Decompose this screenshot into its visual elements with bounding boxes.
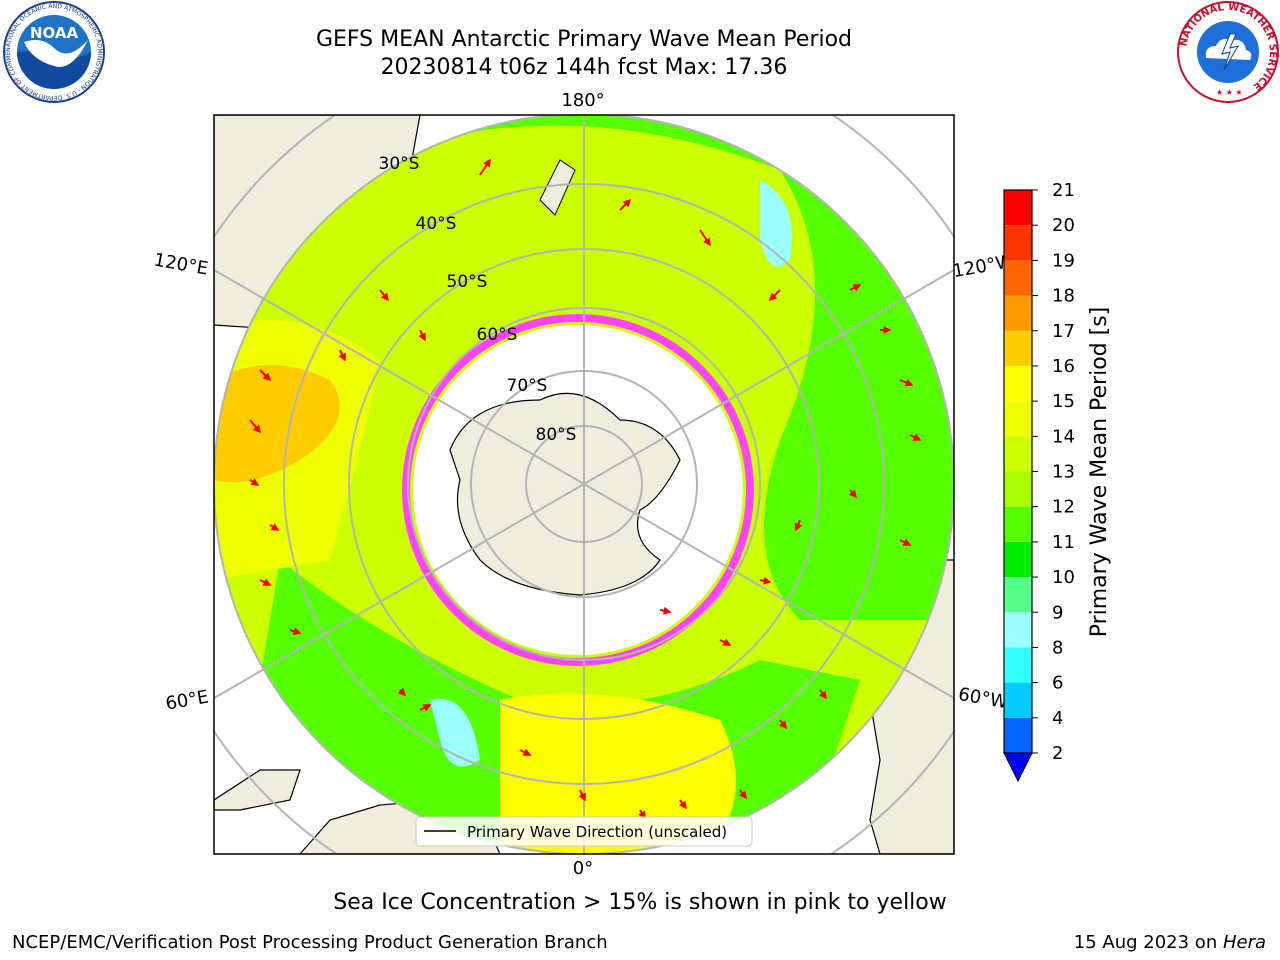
period-band-cyan-pacific	[760, 180, 792, 267]
colorbar-tick-label: 9	[1052, 602, 1063, 623]
footer-credit: NCEP/EMC/Verification Post Processing Pr…	[12, 932, 608, 953]
colorbar-segment	[1004, 260, 1032, 296]
colorbar-tick-label: 10	[1052, 567, 1075, 588]
lon-label-180: 180°	[561, 90, 604, 111]
period-band-cyan-south	[430, 698, 480, 767]
colorbar-tick-label: 6	[1052, 673, 1063, 694]
footer-date: 15 Aug 2023 on Hera	[1074, 932, 1266, 953]
meridian-60e	[214, 483, 585, 700]
colorbar-tick-label: 18	[1052, 286, 1075, 307]
colorbar-segment	[1004, 647, 1032, 683]
colorbar-tick-label: 8	[1052, 637, 1063, 658]
nws-logo: NATIONAL WEATHER SERVICE ★ ★ ★	[1177, 1, 1279, 103]
colorbar-tick-label: 21	[1052, 180, 1075, 201]
colorbar-tick-label: 13	[1052, 462, 1075, 483]
colorbar-segment	[1004, 436, 1032, 472]
meridian-60w	[583, 483, 954, 700]
colorbar-segment	[1004, 577, 1032, 613]
colorbar-segment	[1004, 225, 1032, 261]
colorbar-tick-label: 14	[1052, 426, 1075, 447]
colorbar-segment	[1004, 471, 1032, 507]
colorbar-label: Primary Wave Mean Period [s]	[1087, 307, 1112, 638]
africa-land	[214, 769, 301, 811]
colorbar-segment	[1004, 612, 1032, 648]
colorbar: 2 4 6 8 9 10 11 12 13 14 15 16 17 18 19 20 21 Primary Wa…	[1003, 180, 1112, 783]
colorbar-tick-label: 15	[1052, 391, 1075, 412]
chart-title-line2: 20230814 t06z 144h fcst Max: 17.36	[380, 55, 788, 80]
footer-host: Hera	[1222, 932, 1266, 953]
lon-label-120e: 120°E	[152, 249, 210, 279]
footer-date-text: 15 Aug 2023 on	[1073, 932, 1223, 953]
lon-label-0: 0°	[573, 858, 593, 879]
colorbar-segment	[1004, 295, 1032, 331]
map-frame	[213, 114, 955, 855]
colorbar-tick-label: 12	[1052, 497, 1075, 518]
new-zealand-land	[539, 159, 576, 216]
lat-label-50s: 50°S	[447, 272, 488, 292]
lat-label-40s: 40°S	[416, 214, 457, 234]
meridian-120w	[583, 268, 954, 485]
colorbar-segment	[1004, 401, 1032, 437]
colorbar-tick-label: 4	[1052, 708, 1063, 729]
colorbar-tick-label: 2	[1052, 743, 1063, 764]
legend-label: Primary Wave Direction (unscaled)	[467, 823, 727, 841]
chart-title-line1: GEFS MEAN Antarctic Primary Wave Mean Pe…	[315, 27, 853, 52]
lat-label-70s: 70°S	[507, 376, 548, 396]
lon-label-60e: 60°E	[164, 686, 210, 714]
noaa-logo: NATIONAL OCEANIC AND ATMOSPHERIC ADMINIS…	[2, 0, 105, 103]
sea-ice-edge	[402, 314, 754, 666]
sea-ice-caption: Sea Ice Concentration > 15% is shown in …	[333, 890, 947, 915]
colorbar-segment	[1004, 506, 1032, 542]
colorbar-segment	[1004, 717, 1032, 753]
period-band-orange-west	[214, 365, 340, 483]
period-band-green-pacific	[430, 114, 954, 620]
colorbar-tick-label: 17	[1052, 321, 1075, 342]
colorbar-extend-arrow	[1003, 752, 1033, 783]
meridian-120e	[214, 268, 585, 485]
colorbar-segment	[1004, 365, 1032, 402]
map-legend: Primary Wave Direction (unscaled)	[415, 816, 753, 847]
lat-label-80s: 80°S	[536, 425, 577, 445]
wave-direction-arrows	[249, 158, 922, 820]
graticule	[214, 115, 954, 854]
colorbar-segment	[1004, 190, 1032, 226]
colorbar-tick-label: 11	[1052, 532, 1075, 553]
colorbar-segment	[1004, 330, 1032, 366]
colorbar-tick-label: 16	[1052, 356, 1075, 377]
colorbar-segment	[1004, 682, 1032, 718]
colorbar-tick-label: 20	[1052, 215, 1075, 236]
noaa-logo-text: NOAA	[30, 24, 79, 42]
lat-label-60s: 60°S	[477, 325, 518, 345]
svg-text:★ ★ ★: ★ ★ ★	[1216, 88, 1243, 97]
colorbar-tick-label: 19	[1052, 250, 1075, 271]
lat-label-30s: 30°S	[379, 154, 420, 174]
colorbar-segment	[1004, 541, 1032, 578]
lon-label-60w: 60°W	[957, 684, 1010, 713]
